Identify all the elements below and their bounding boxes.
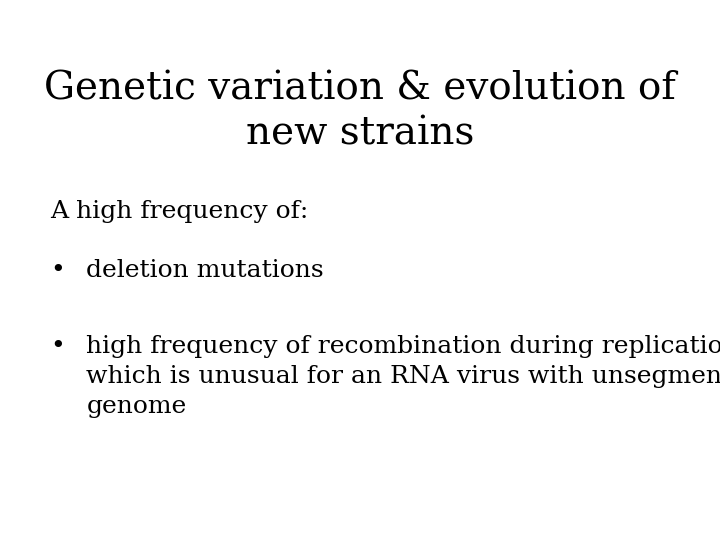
Text: A high frequency of:: A high frequency of: (50, 200, 309, 223)
Text: •: • (50, 259, 65, 282)
Text: deletion mutations: deletion mutations (86, 259, 324, 282)
Text: •: • (50, 335, 65, 358)
Text: Genetic variation & evolution of
new strains: Genetic variation & evolution of new str… (44, 70, 676, 153)
Text: high frequency of recombination during replication
which is unusual for an RNA v: high frequency of recombination during r… (86, 335, 720, 418)
